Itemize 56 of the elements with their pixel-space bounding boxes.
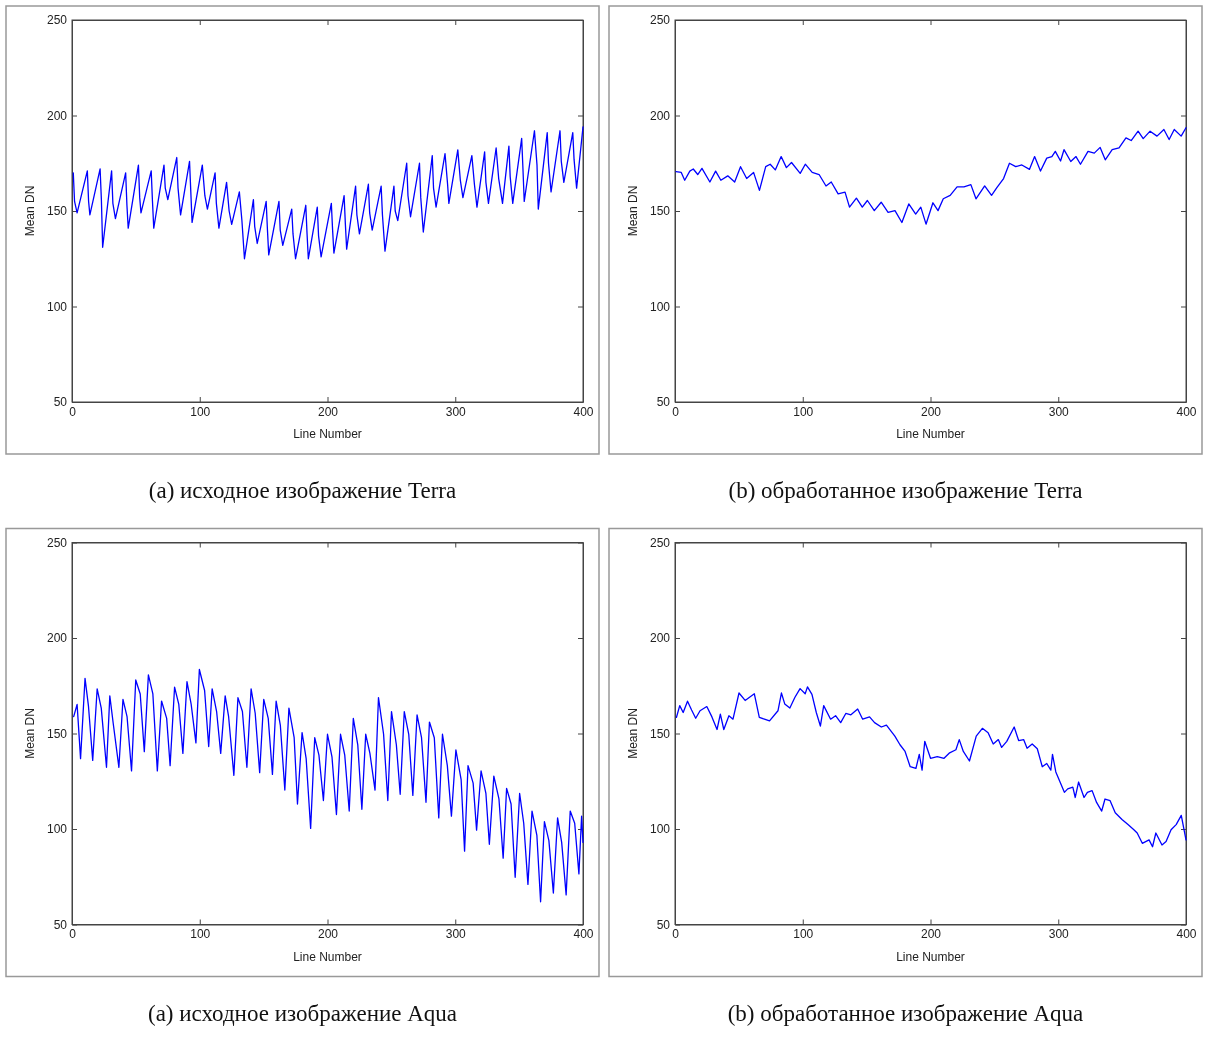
y-tick-label: 250 <box>46 535 68 550</box>
y-tick-label: 150 <box>649 204 671 219</box>
line-series <box>73 668 584 903</box>
y-tick-label: 250 <box>649 535 671 550</box>
x-tick-label: 200 <box>317 927 339 942</box>
x-axis-title: Line Number <box>293 949 362 964</box>
x-tick-label: 200 <box>920 927 942 942</box>
x-tick-label: 200 <box>317 404 339 419</box>
y-tick-label: 50 <box>656 917 671 932</box>
x-tick-label: 0 <box>69 927 77 942</box>
y-tick-label: 200 <box>46 631 68 646</box>
y-tick-label: 200 <box>649 631 671 646</box>
y-axis-title: Mean DN <box>626 708 640 759</box>
x-tick-label: 400 <box>573 404 594 419</box>
y-tick-label: 150 <box>649 726 671 741</box>
y-tick-label: 150 <box>46 204 68 219</box>
y-tick-label: 250 <box>46 13 68 28</box>
x-tick-label: 400 <box>1176 404 1197 419</box>
text: (a) исходное изображение Terra <box>148 478 457 503</box>
text: (b) обработанное изображение Aqua <box>727 1000 1084 1026</box>
x-tick-label: 100 <box>793 404 814 419</box>
y-tick-label: 200 <box>649 108 671 123</box>
x-tick-label: 0 <box>69 404 77 419</box>
x-axis-title: Line Number <box>896 949 965 964</box>
text: (a) исходное изображение Aqua <box>147 1000 458 1026</box>
y-tick-label: 100 <box>649 822 671 837</box>
y-tick-label: 100 <box>46 822 68 837</box>
x-tick-label: 0 <box>672 404 680 419</box>
y-tick-label: 150 <box>46 726 68 741</box>
x-axis-title: Line Number <box>293 427 362 441</box>
x-tick-label: 300 <box>1048 927 1070 942</box>
x-tick-label: 400 <box>573 927 594 942</box>
x-tick-label: 100 <box>190 404 211 419</box>
line-series <box>675 686 1187 848</box>
x-tick-label: 100 <box>793 927 814 942</box>
x-tick-label: 300 <box>1048 404 1070 419</box>
x-tick-label: 300 <box>445 404 467 419</box>
y-axis-title: Mean DN <box>626 185 640 237</box>
x-axis-title: Line Number <box>896 427 965 441</box>
y-tick-label: 100 <box>46 299 68 314</box>
y-tick-label: 50 <box>656 395 671 410</box>
y-tick-label: 50 <box>53 917 68 932</box>
x-tick-label: 300 <box>445 927 467 942</box>
y-tick-label: 200 <box>46 108 68 123</box>
line-series <box>675 127 1187 225</box>
x-tick-label: 400 <box>1176 927 1197 942</box>
y-tick-label: 100 <box>649 299 671 314</box>
x-tick-label: 200 <box>920 404 942 419</box>
y-tick-label: 250 <box>649 13 671 28</box>
text: (b) обработанное изображение Terra <box>728 478 1083 503</box>
y-axis-title: Mean DN <box>23 708 37 759</box>
x-tick-label: 0 <box>672 927 680 942</box>
y-tick-label: 50 <box>53 395 68 410</box>
line-series <box>72 126 584 260</box>
x-tick-label: 100 <box>190 927 211 942</box>
y-axis-title: Mean DN <box>23 185 37 237</box>
